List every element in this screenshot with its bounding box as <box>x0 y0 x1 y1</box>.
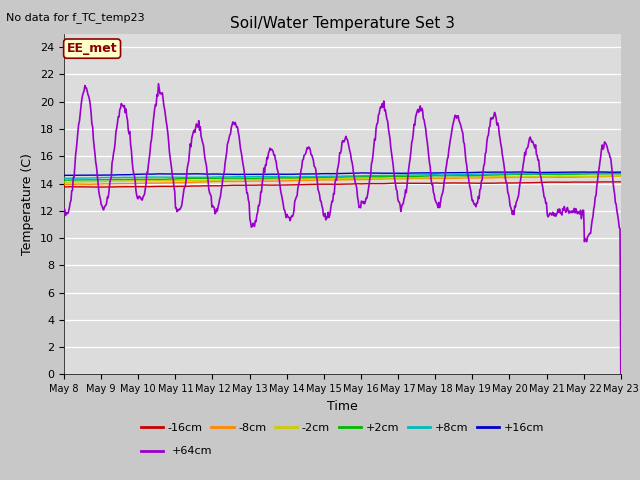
Y-axis label: Temperature (C): Temperature (C) <box>22 153 35 255</box>
Legend: +64cm: +64cm <box>136 442 217 461</box>
Text: No data for f_TC_temp23: No data for f_TC_temp23 <box>6 12 145 23</box>
X-axis label: Time: Time <box>327 400 358 413</box>
Title: Soil/Water Temperature Set 3: Soil/Water Temperature Set 3 <box>230 16 455 31</box>
Text: EE_met: EE_met <box>67 42 117 55</box>
